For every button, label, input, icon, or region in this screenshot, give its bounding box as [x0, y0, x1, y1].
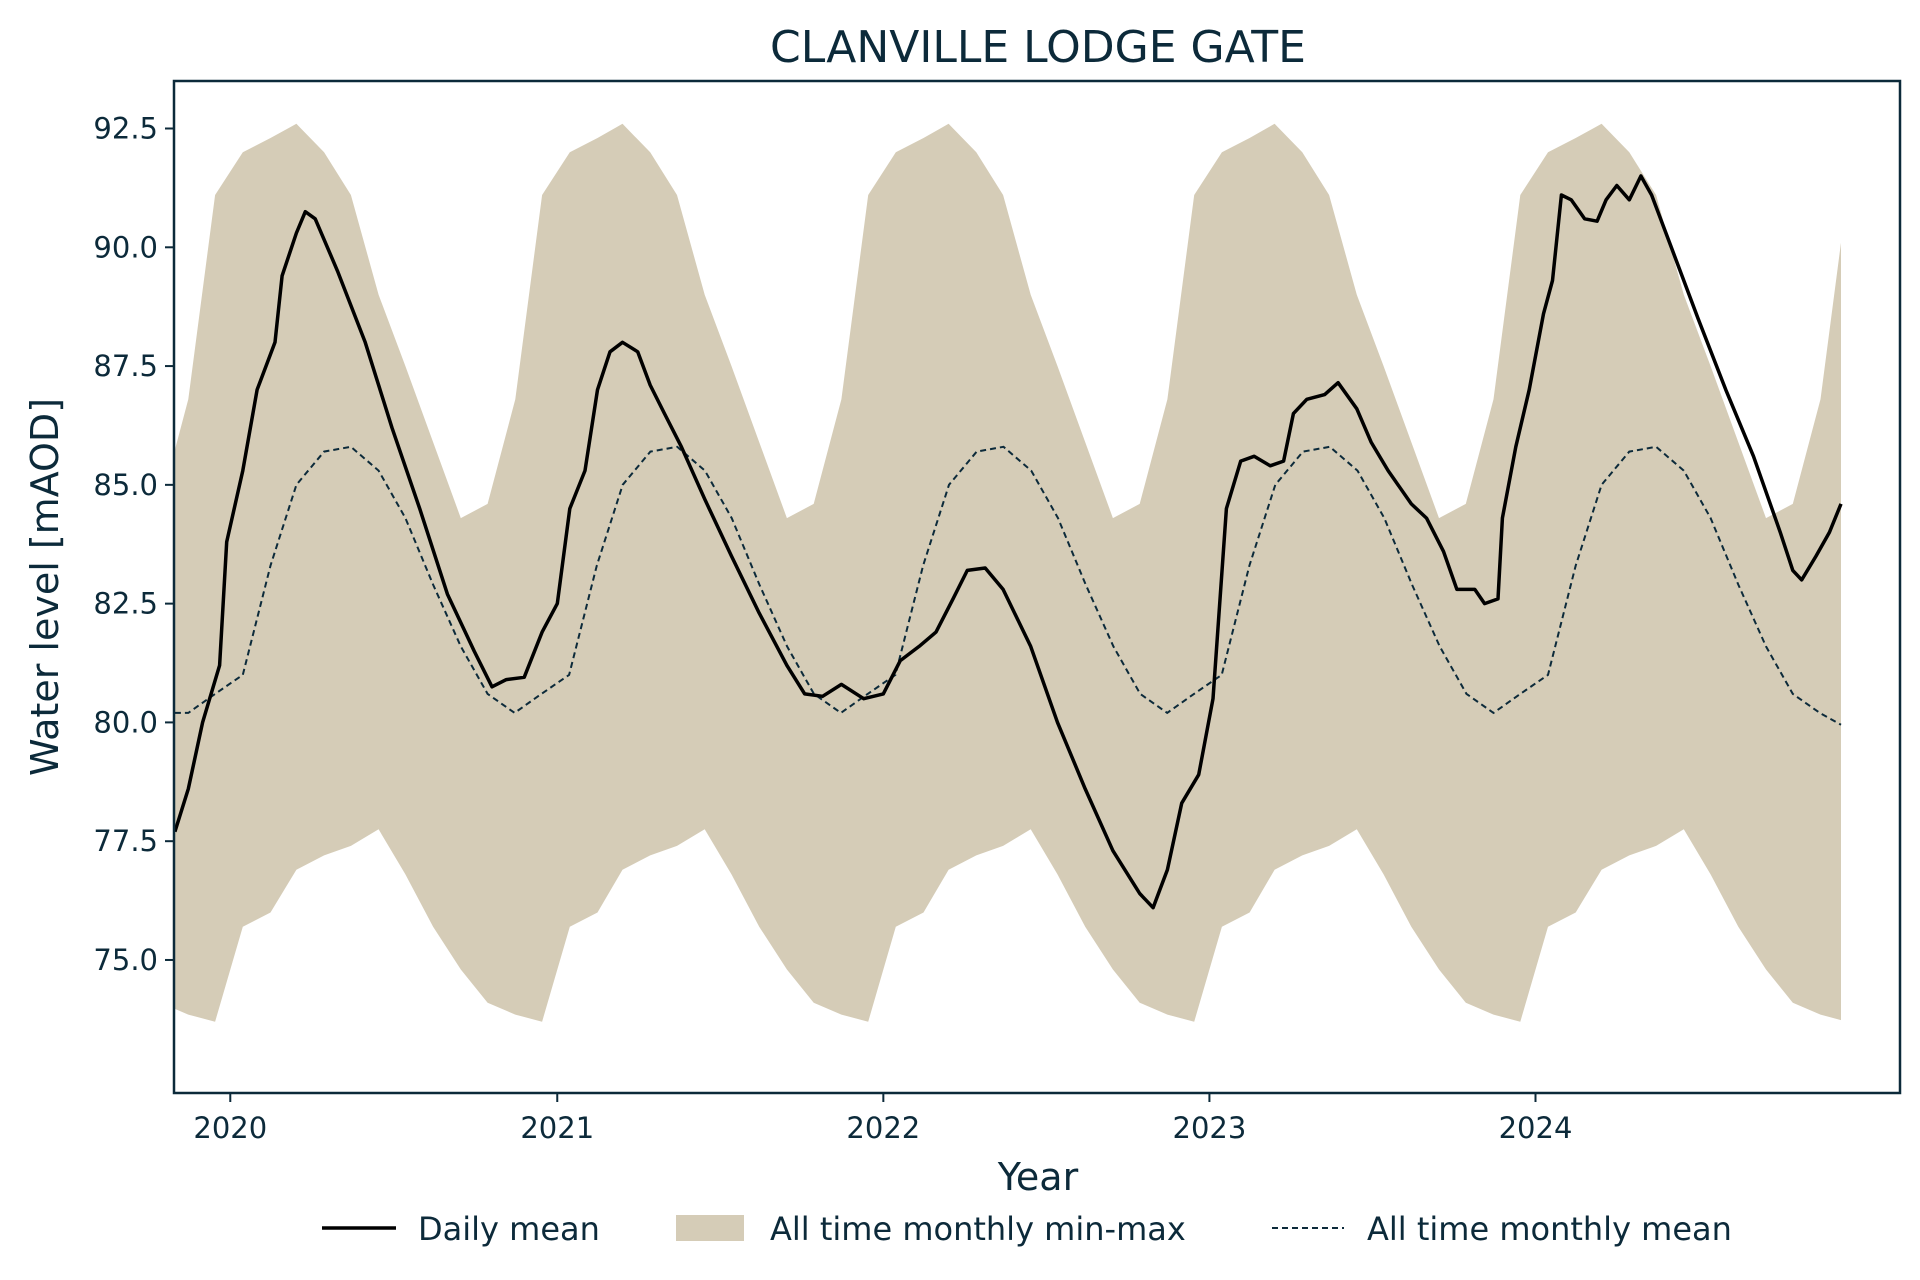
x-tick-label: 2020: [193, 1111, 267, 1145]
legend-label-min-max: All time monthly min-max: [770, 1210, 1186, 1248]
x-axis: 2020 2021 2022 2023 2024: [193, 1093, 1572, 1145]
legend-item-min-max: All time monthly min-max: [676, 1210, 1186, 1248]
series-line-daily-mean: [174, 174, 1843, 910]
legend-label-daily-mean: Daily mean: [418, 1210, 600, 1248]
y-tick-label: 77.5: [93, 824, 158, 858]
y-tick-label: 75.0: [93, 943, 158, 977]
y-tick-label: 92.5: [93, 112, 158, 146]
legend-item-monthly-mean: All time monthly mean: [1272, 1210, 1732, 1248]
y-tick-label: 80.0: [93, 705, 158, 739]
legend-label-monthly-mean: All time monthly mean: [1367, 1210, 1732, 1248]
legend-swatch-min-max: [676, 1215, 744, 1241]
plot-area: [174, 123, 1843, 1022]
x-tick-label: 2023: [1173, 1111, 1247, 1145]
y-tick-label: 85.0: [93, 468, 158, 502]
x-axis-label: Year: [997, 1155, 1079, 1199]
legend: Daily mean All time monthly min-max All …: [322, 1210, 1732, 1248]
series-line-monthly-mean: [174, 445, 1842, 726]
y-tick-label: 90.0: [93, 230, 158, 264]
y-axis: 75.0 77.5 80.0 82.5 85.0 87.5 90.0 92.5: [93, 112, 174, 977]
legend-item-daily-mean: Daily mean: [322, 1210, 600, 1248]
chart-title: CLANVILLE LODGE GATE: [770, 22, 1306, 73]
min-max-band: [174, 123, 1841, 1022]
y-tick-label: 82.5: [93, 587, 158, 621]
plot-frame: [172, 79, 1902, 1095]
y-tick-label: 87.5: [93, 349, 158, 383]
y-axis-label: Water level [mAOD]: [23, 398, 67, 776]
x-tick-label: 2022: [846, 1111, 920, 1145]
x-tick-label: 2021: [520, 1111, 594, 1145]
x-tick-label: 2024: [1499, 1111, 1573, 1145]
